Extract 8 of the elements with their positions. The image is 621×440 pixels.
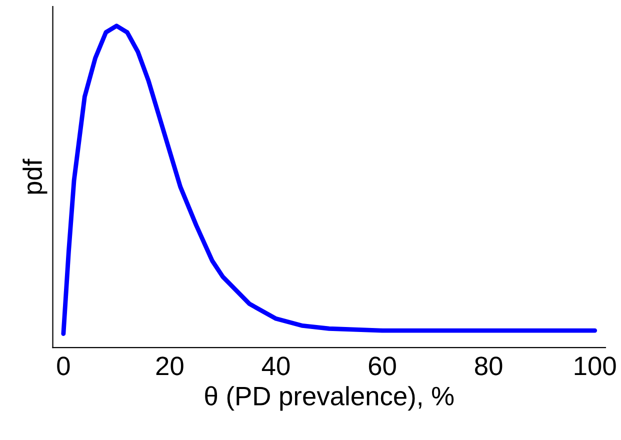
x-tick-label: 100 xyxy=(574,356,616,376)
x-tick-label: 60 xyxy=(368,356,396,376)
x-tick-label: 40 xyxy=(262,356,290,376)
x-tick-label: 80 xyxy=(475,356,502,376)
x-axis-title: θ (PD prevalence), % xyxy=(205,386,454,411)
y-axis-title: pdf xyxy=(22,158,48,194)
x-tick-label: 0 xyxy=(57,356,70,376)
x-tick-label: 20 xyxy=(156,356,184,376)
